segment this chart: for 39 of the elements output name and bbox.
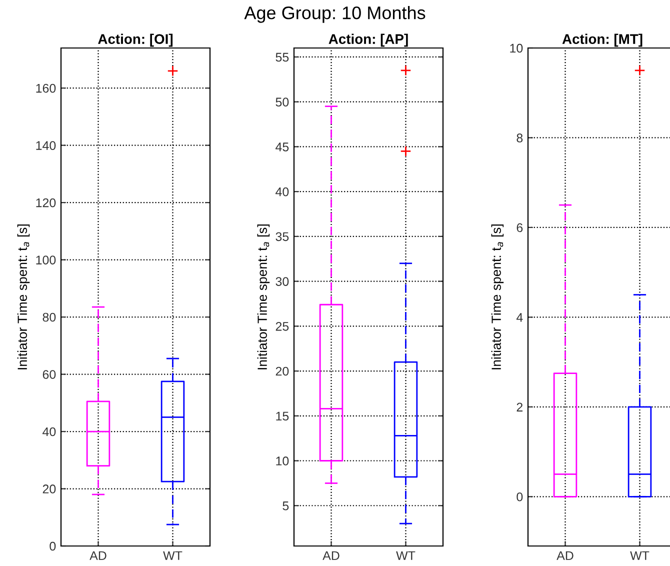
y-tick-label: 0 [50, 542, 56, 551]
y-tick-label: 40 [276, 187, 289, 196]
y-tick-label: 40 [42, 427, 56, 436]
y-tick-label: 10 [276, 456, 289, 466]
y-tick-label: 4 [516, 313, 523, 322]
y-tick-label: 35 [276, 232, 289, 242]
y-tick-label: 55 [276, 52, 289, 62]
y-tick-label: 0 [516, 492, 523, 502]
chart-title: Action: [OI] [98, 34, 173, 47]
y-tick-label: 20 [42, 484, 56, 494]
chart-title: Action: [AP] [328, 34, 408, 47]
y-tick-label: 140 [36, 141, 56, 150]
x-tick-label: WT [163, 551, 182, 560]
y-tick-label: 160 [36, 84, 56, 93]
x-tick-label: AD [322, 551, 340, 560]
x-tick-label: WT [630, 551, 650, 560]
y-tick-label: 100 [36, 256, 56, 264]
chart-title: Action: [MT] [562, 34, 642, 47]
x-tick-label: WT [396, 551, 416, 560]
y-tick-label: 2 [516, 402, 523, 412]
y-tick-label: 5 [282, 502, 289, 510]
y-tick-label: 8 [516, 134, 523, 142]
y-tick-label: 60 [42, 370, 56, 379]
y-axis-title: Initiator Time spent: t$_{a}$ [s] [257, 224, 270, 370]
y-tick-label: 30 [276, 277, 289, 286]
y-tick-label: 20 [276, 366, 289, 376]
y-axis-title: Initiator Time spent: t$_{a}$ [s] [491, 224, 504, 370]
y-tick-label: 15 [276, 412, 289, 421]
y-tick-label: 50 [276, 98, 289, 106]
y-tick-label: 25 [276, 322, 289, 331]
y-axis-title: Initiator Time spent: t$_{a}$ [s] [17, 224, 30, 370]
x-tick-label: AD [90, 551, 106, 560]
text: Age Group: 10 Months [244, 6, 426, 23]
y-tick-label: 80 [42, 312, 56, 322]
x-tick-label: AD [556, 551, 574, 560]
y-tick-label: 120 [36, 198, 56, 208]
y-tick-label: 45 [276, 142, 289, 152]
y-tick-label: 10 [510, 44, 523, 53]
y-tick-label: 6 [516, 223, 523, 232]
